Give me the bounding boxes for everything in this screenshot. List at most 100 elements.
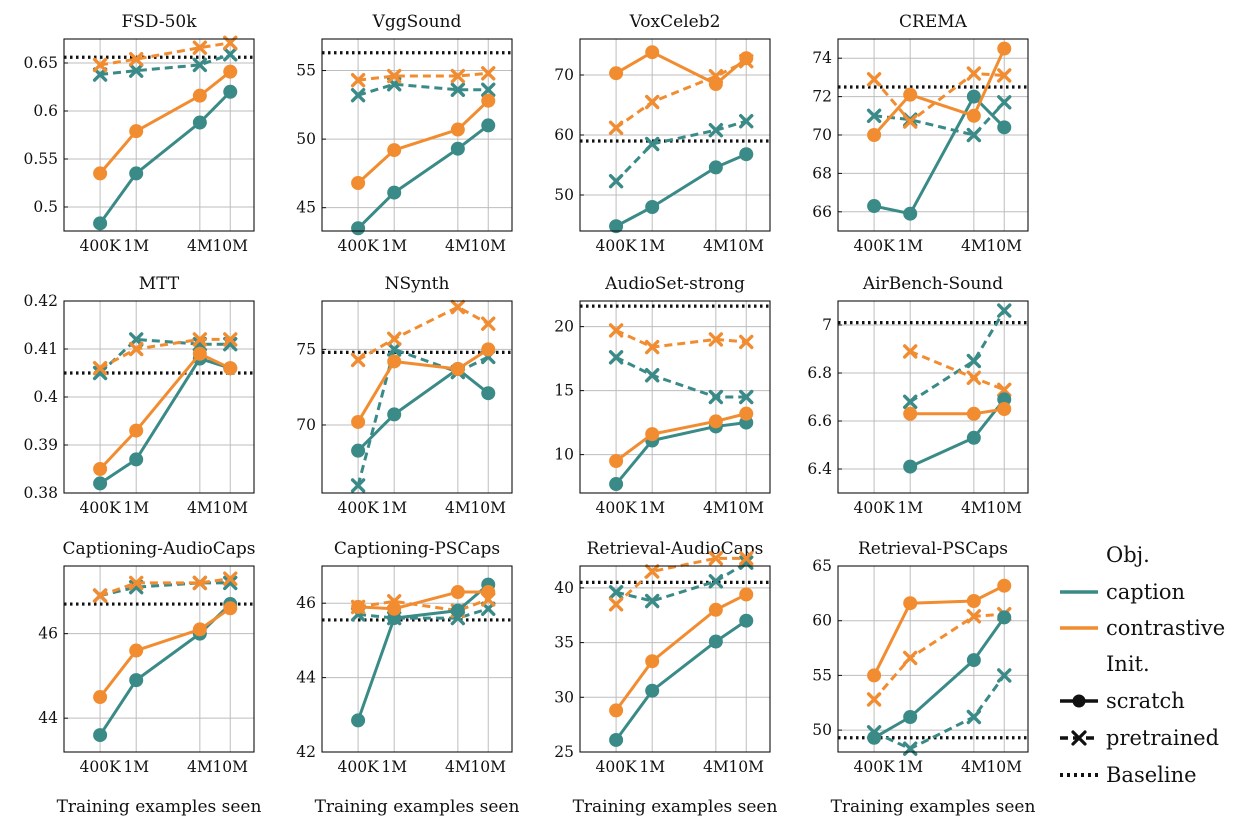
retrieval-audiocaps-contrastive-scratch-point (739, 587, 754, 602)
captioning-pscaps-contrastive-scratch-point (481, 585, 496, 600)
voxceleb2-frame (579, 38, 771, 232)
captioning-pscaps-contrastive-scratch-line (358, 590, 489, 611)
voxceleb2-caption-pretrained-line (615, 119, 747, 183)
retrieval-audiocaps-caption-pretrained-point (645, 593, 660, 609)
retrieval-pscaps-contrastive-scratch-point (867, 668, 882, 683)
voxceleb2-caption-pretrained-point (645, 136, 660, 152)
fsd-50k-caption-pretrained-line (99, 52, 231, 77)
retrieval-pscaps-contrastive-pretrained-line (872, 612, 1005, 701)
audioset-strong-caption-pretrained-line (615, 355, 747, 399)
retrieval-audiocaps-caption-scratch-point (609, 732, 624, 747)
retrieval-audiocaps-contrastive-scratch-point (645, 654, 660, 669)
nsynth-caption-pretrained-point (350, 478, 366, 493)
crema-contrastive-pretrained-point (866, 72, 882, 87)
retrieval-audiocaps-caption-pretrained-point (608, 585, 624, 600)
crema-xtick-10m: 10M (986, 237, 1022, 255)
nsynth-xtick-1m: 1M (381, 499, 407, 517)
captioning-audiocaps-xtick-1m: 1M (123, 758, 149, 776)
retrieval-pscaps-contrastive-scratch-line (872, 584, 1005, 677)
voxceleb2-title: VoxCeleb2 (629, 12, 721, 32)
retrieval-pscaps-caption-pretrained-point (997, 668, 1012, 683)
audioset-strong-caption-pretrained-point (608, 350, 624, 365)
legend-obj-title: Obj. (1106, 543, 1150, 567)
vggsound-caption-scratch-point (351, 221, 366, 236)
mtt-contrastive-scratch-point (93, 462, 108, 476)
crema-caption-scratch-point (997, 120, 1012, 135)
fsd-50k-xtick-400k: 400K (80, 237, 122, 255)
nsynth-contrastive-pretrained-point (481, 316, 496, 331)
nsynth-title: NSynth (385, 274, 450, 294)
audioset-strong-title: AudioSet-strong (604, 274, 745, 294)
mtt-contrastive-scratch-point (129, 423, 144, 438)
captioning-audiocaps-contrastive-pretrained-point (92, 588, 108, 603)
vggsound-contrastive-scratch-point (351, 176, 366, 190)
audioset-strong-xtick-400k: 400K (596, 499, 638, 517)
retrieval-audiocaps-xtick-10m: 10M (728, 758, 764, 776)
retrieval-pscaps-ytick-label: 65 (812, 557, 832, 575)
audioset-strong-caption-pretrained-point (739, 389, 754, 405)
mtt-contrastive-pretrained-point (92, 361, 108, 376)
retrieval-pscaps-xlabel: Training examples seen (831, 797, 1036, 817)
retrieval-audiocaps-xlabel: Training examples seen (573, 797, 778, 817)
crema-xtick-4m: 4M (961, 237, 987, 255)
nsynth-contrastive-pretrained-point (450, 299, 466, 315)
airbench-sound-contrastive-scratch-point (966, 406, 981, 421)
voxceleb2-contrastive-scratch-point (708, 77, 723, 91)
airbench-sound-contrastive-pretrained-point (903, 344, 918, 359)
crema-contrastive-scratch-point (867, 128, 882, 142)
nsynth-caption-scratch-point (351, 443, 366, 458)
audioset-strong-caption-scratch-line (614, 421, 747, 485)
crema-contrastive-pretrained-point (997, 68, 1012, 83)
airbench-sound-caption-pretrained-point (997, 303, 1012, 318)
audioset-strong-contrastive-pretrained-point (739, 334, 754, 350)
fsd-50k-contrastive-pretrained-point (192, 40, 208, 55)
fsd-50k-xtick-10m: 10M (212, 237, 248, 255)
nsynth-xtick-10m: 10M (470, 499, 506, 517)
vggsound-contrastive-pretrained-line (357, 71, 489, 82)
crema-xtick-400k: 400K (854, 237, 896, 255)
retrieval-pscaps-contrastive-scratch-point (903, 596, 918, 611)
retrieval-pscaps-caption-scratch-line (873, 616, 1006, 740)
captioning-audiocaps-frame (63, 565, 255, 753)
airbench-sound-contrastive-scratch-point (997, 402, 1012, 416)
airbench-sound-caption-pretrained-point (903, 394, 918, 409)
vggsound-caption-scratch-point (450, 141, 465, 156)
legend-scratch-marker (1072, 694, 1086, 708)
mtt-xtick-4m: 4M (187, 499, 213, 517)
vggsound-title: VggSound (372, 12, 462, 32)
retrieval-pscaps-contrastive-scratch-point (966, 594, 981, 609)
panel-captioning-audiocaps: 44 46 400K 1M 4M 10M Captioning-AudioCaps Train… (38, 539, 261, 817)
airbench-sound-frame (837, 300, 1029, 494)
nsynth-xtick-400k: 400K (338, 499, 380, 517)
captioning-audiocaps-xtick-400k: 400K (80, 758, 122, 776)
fsd-50k-caption-scratch-point (129, 166, 144, 181)
audioset-strong-ytick-label: 10 (554, 446, 574, 464)
crema-contrastive-pretrained-line (872, 72, 1005, 124)
crema-caption-scratch-point (966, 89, 981, 104)
airbench-sound-contrastive-pretrained-point (966, 370, 982, 385)
nsynth-ytick-label: 75 (296, 340, 316, 358)
fsd-50k-contrastive-scratch-point (129, 124, 144, 139)
captioning-pscaps-xlabel: Training examples seen (315, 797, 520, 817)
nsynth-caption-scratch-line (357, 367, 490, 452)
retrieval-pscaps-title: Retrieval-PSCaps (858, 539, 1008, 559)
retrieval-audiocaps-xtick-400k: 400K (596, 758, 638, 776)
captioning-audiocaps-contrastive-pretrained-line (99, 577, 231, 598)
mtt-contrastive-pretrained-point (223, 332, 238, 347)
captioning-audiocaps-contrastive-scratch-line (98, 607, 232, 698)
vggsound-caption-pretrained-point (350, 88, 366, 103)
captioning-pscaps-caption-scratch-line (356, 583, 490, 721)
captioning-audiocaps-contrastive-scratch-point (192, 622, 207, 637)
audioset-strong-ytick-label: 15 (554, 382, 574, 400)
fsd-50k-ytick-label: 0.6 (33, 102, 58, 120)
vggsound-xtick-10m: 10M (470, 237, 506, 255)
nsynth-caption-scratch-point (387, 407, 402, 422)
retrieval-audiocaps-ytick-label: 25 (554, 743, 574, 761)
retrieval-audiocaps-contrastive-pretrained-point (608, 597, 624, 612)
captioning-pscaps-contrastive-scratch-point (387, 601, 402, 616)
voxceleb2-caption-pretrained-point (708, 122, 724, 138)
voxceleb2-caption-scratch-point (609, 219, 624, 234)
airbench-sound-ytick-label: 6.8 (807, 364, 832, 382)
crema-caption-scratch-point (903, 206, 918, 221)
retrieval-audiocaps-caption-pretrained-line (615, 561, 748, 603)
